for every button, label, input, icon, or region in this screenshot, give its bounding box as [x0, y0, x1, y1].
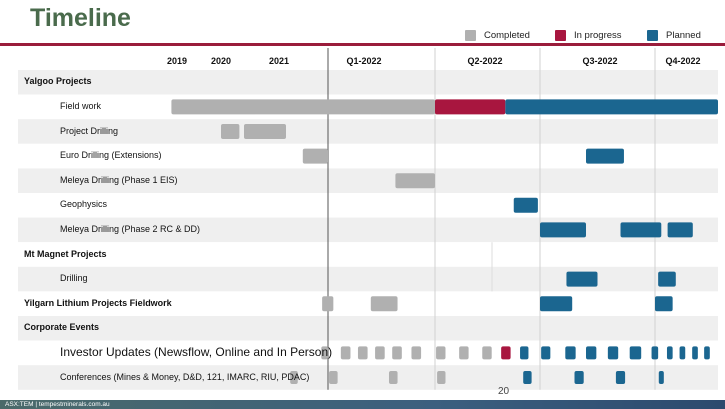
task-bar-planned [505, 99, 718, 115]
legend-planned: Planned [647, 29, 701, 41]
task-bar-completed [370, 296, 398, 312]
task-label: Project Drilling [60, 125, 119, 136]
task-bar-completed [357, 346, 368, 360]
row-background [18, 242, 718, 267]
footer-text: ASX:TEM | tempestminerals.com.au [5, 401, 110, 408]
task-bar-completed [171, 99, 435, 115]
task-bar-completed [302, 148, 328, 164]
legend-in-progress: In progress [555, 29, 622, 41]
task-bar-planned [523, 371, 532, 384]
task-bar-in-progress [501, 346, 511, 360]
category-label: Yalgoo Projects [24, 76, 92, 87]
task-bar-in-progress [435, 99, 506, 115]
task-label: Meleya Drilling (Phase 2 RC & DD) [60, 223, 201, 234]
task-bar-planned [586, 148, 624, 164]
row-background [18, 340, 718, 366]
task-bar-planned [667, 222, 693, 238]
period-label: 2020 [210, 56, 232, 66]
slide-title: Timeline [30, 4, 131, 32]
task-bar-completed [340, 346, 351, 360]
page-number: 20 [498, 386, 510, 397]
task-bar-planned [651, 346, 659, 360]
row-background [18, 365, 718, 390]
period-label: Q2-2022 [467, 56, 503, 66]
task-bar-completed [395, 173, 435, 189]
category-label: Mt Magnet Projects [24, 248, 107, 259]
task-bar-planned [629, 346, 642, 360]
task-label: Field work [60, 100, 102, 111]
period-label: 2021 [268, 56, 290, 66]
task-bar-completed [290, 371, 298, 384]
task-bar-planned [658, 271, 676, 287]
task-bar-planned [540, 296, 573, 312]
task-bar-planned [607, 346, 619, 360]
legend-completed: Completed [465, 29, 530, 41]
task-label: Euro Drilling (Extensions) [60, 150, 162, 161]
task-bar-planned [565, 346, 576, 360]
row-background [18, 316, 718, 341]
task-label: Conferences (Mines & Money, D&D, 121, IM… [60, 371, 310, 382]
task-bar-completed [221, 124, 240, 139]
task-bar-planned [541, 346, 551, 360]
row-background [18, 266, 718, 292]
task-bar-completed [322, 296, 334, 312]
title-underline [0, 43, 725, 46]
task-label: Geophysics [60, 199, 108, 210]
task-bar-planned [513, 197, 538, 213]
task-bar-completed [411, 346, 422, 360]
footer-bar: ASX:TEM | tempestminerals.com.au [0, 400, 725, 409]
period-label: Q4-2022 [665, 56, 701, 66]
category-label: Yilgarn Lithium Projects Fieldwork [24, 297, 172, 308]
legend-label-in-progress: In progress [574, 29, 622, 41]
legend-label-completed: Completed [484, 29, 530, 41]
task-label: Meleya Drilling (Phase 1 EIS) [60, 174, 178, 185]
task-bar-planned [586, 346, 597, 360]
task-bar-planned [658, 371, 664, 384]
task-bar-completed [375, 346, 385, 360]
legend-label-planned: Planned [666, 29, 701, 41]
task-bar-planned [620, 222, 662, 238]
row-background [18, 168, 718, 193]
task-label: Drilling [60, 273, 88, 284]
row-background [18, 193, 718, 218]
row-background [18, 291, 718, 316]
task-bar-planned [574, 371, 584, 384]
task-bar-completed [244, 124, 286, 139]
task-bar-completed [321, 346, 328, 360]
task-bar-completed [482, 346, 492, 360]
task-bar-planned [566, 271, 598, 287]
row-background [18, 70, 718, 95]
row-background [18, 217, 718, 243]
task-bar-planned [520, 346, 529, 360]
task-bar-completed [392, 346, 402, 360]
category-label: Corporate Events [24, 322, 100, 333]
task-bar-planned [666, 346, 673, 360]
task-bar-planned [655, 296, 673, 312]
task-bar-completed [459, 346, 469, 360]
task-bar-completed [329, 371, 338, 384]
task-bar-completed [388, 371, 398, 384]
task-bar-planned [679, 346, 686, 360]
period-label: Q1-2022 [346, 56, 382, 66]
legend-swatch-planned [647, 29, 658, 41]
task-bar-completed [437, 371, 446, 384]
task-bar-planned [615, 371, 626, 384]
task-bar-planned [540, 222, 586, 238]
period-label: Q3-2022 [582, 56, 618, 66]
period-label: 2019 [166, 56, 188, 66]
task-bar-completed [436, 346, 446, 360]
legend-swatch-in-progress [555, 29, 566, 41]
task-bar-planned [692, 346, 698, 360]
legend-swatch-completed [465, 29, 476, 41]
task-label: Investor Updates (Newsflow, Online and I… [60, 344, 333, 359]
task-bar-planned [704, 346, 710, 360]
row-background [18, 119, 718, 144]
